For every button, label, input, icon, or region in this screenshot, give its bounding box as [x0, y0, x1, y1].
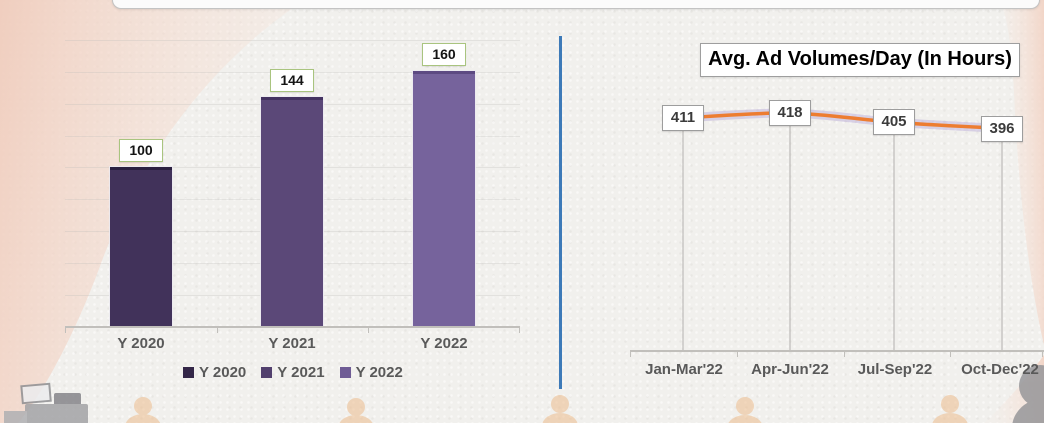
axis-tick: [844, 351, 845, 357]
point-label-q2: 418: [769, 100, 811, 126]
category-label-y-2022: Y 2022: [420, 335, 468, 352]
category-label-y-2020: Y 2020: [117, 335, 165, 352]
bar-y-2021: [261, 97, 323, 327]
category-label-apr-jun: Apr-Jun'22: [751, 361, 829, 378]
category-label-oct-dec: Oct-Dec'22: [961, 361, 1039, 378]
legend-item-y-2020: Y 2020: [183, 364, 246, 381]
legend-label: Y 2021: [277, 364, 325, 381]
bar-chart-legend: Y 2020 Y 2021 Y 2022: [183, 364, 403, 381]
vertical-divider: [559, 36, 562, 389]
axis-tick: [737, 351, 738, 357]
point-label-q3: 405: [873, 109, 915, 135]
point-label-q1: 411: [662, 105, 704, 131]
axis-tick: [950, 351, 951, 357]
bar-chart-x-axis: [65, 326, 520, 328]
axis-tick: [1042, 351, 1043, 357]
axis-tick: [65, 327, 66, 333]
audience-silhouettes: [125, 395, 968, 423]
legend-swatch-icon: [183, 367, 194, 378]
line-chart-title: Avg. Ad Volumes/Day (In Hours): [700, 43, 1020, 77]
legend-label: Y 2020: [199, 364, 247, 381]
legend-swatch-icon: [339, 367, 351, 378]
legend-item-y-2022: Y 2022: [339, 364, 403, 381]
curtain-shape-left: [0, 0, 305, 423]
bar-y-2020: [110, 167, 172, 327]
axis-tick: [368, 327, 369, 333]
value-label-y-2021: 144: [270, 69, 314, 92]
bar-y-2022: [413, 71, 475, 327]
value-label-y-2020: 100: [119, 139, 163, 162]
curtain-shape-right: [999, 0, 1044, 345]
category-label-jan-mar: Jan-Mar'22: [645, 361, 723, 378]
grid-line: [65, 40, 520, 41]
value-label-y-2022: 160: [422, 43, 466, 66]
legend-swatch-icon: [261, 367, 273, 378]
legend-item-y-2021: Y 2021: [261, 364, 325, 381]
legend-label: Y 2022: [355, 364, 403, 381]
person-silhouette-right: [1012, 365, 1044, 423]
category-label-y-2021: Y 2021: [268, 335, 316, 352]
line-chart-x-axis: [630, 350, 1044, 352]
axis-tick: [519, 327, 520, 333]
top-card-edge: [112, 0, 1040, 9]
category-label-jul-sep: Jul-Sep'22: [857, 361, 933, 378]
projector-silhouette: [4, 382, 88, 423]
axis-tick: [630, 351, 631, 357]
axis-tick: [217, 327, 218, 333]
point-label-q4: 396: [981, 116, 1023, 142]
